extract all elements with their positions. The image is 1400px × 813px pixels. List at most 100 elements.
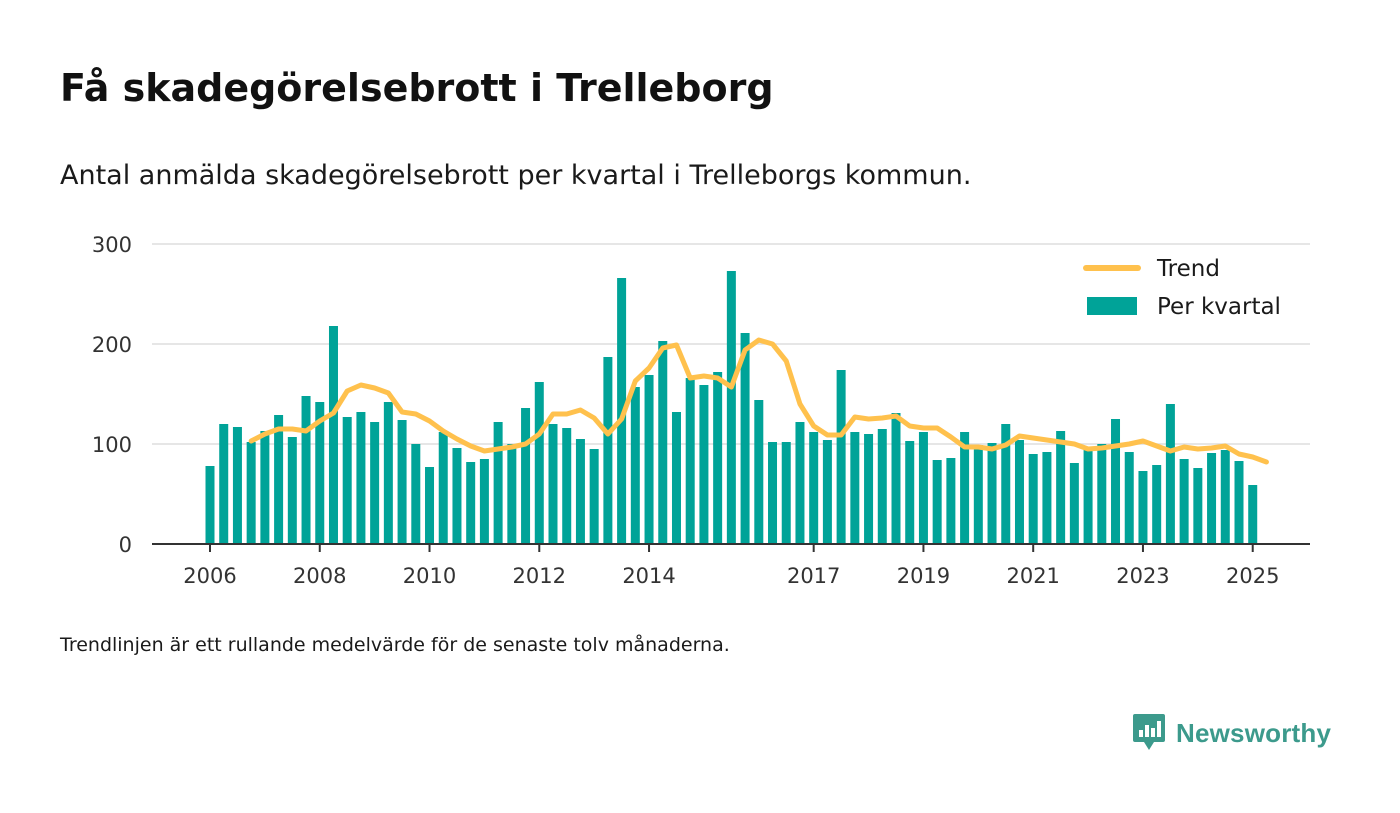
- bar: [877, 429, 887, 544]
- bar: [1179, 459, 1189, 544]
- bar: [411, 444, 421, 544]
- x-tick-label: 2010: [403, 564, 456, 588]
- legend: Trend Per kvartal: [1083, 256, 1281, 320]
- bar: [356, 412, 366, 544]
- bar: [795, 422, 805, 544]
- bar: [713, 372, 723, 544]
- y-tick-label: 0: [119, 533, 132, 557]
- bar: [891, 413, 901, 544]
- bar: [740, 333, 750, 544]
- bar: [534, 382, 544, 544]
- bar: [1165, 404, 1175, 544]
- bar: [425, 467, 435, 544]
- y-tick-label: 100: [92, 433, 132, 457]
- bar: [726, 271, 736, 544]
- bar: [658, 341, 668, 544]
- bar: [603, 357, 613, 544]
- bar: [562, 428, 572, 544]
- y-tick-label: 300: [92, 233, 132, 257]
- bar: [685, 378, 695, 544]
- legend-label-per-kvartal: Per kvartal: [1157, 294, 1281, 320]
- bar: [1220, 450, 1230, 544]
- bar: [754, 400, 764, 544]
- x-tick-label: 2012: [513, 564, 566, 588]
- bar: [973, 445, 983, 544]
- x-tick-label: 2008: [293, 564, 346, 588]
- bar: [260, 431, 270, 544]
- bar: [301, 396, 311, 544]
- x-tick-label: 2021: [1006, 564, 1059, 588]
- chart-title: Få skadegörelsebrott i Trelleborg: [60, 66, 774, 110]
- bar: [836, 370, 846, 544]
- bar: [960, 432, 970, 544]
- bar: [246, 442, 256, 544]
- footnote: Trendlinjen är ett rullande medelvärde f…: [60, 634, 730, 656]
- bar: [822, 440, 832, 544]
- bar: [1207, 453, 1217, 544]
- bar: [274, 415, 284, 544]
- bar: [617, 278, 627, 544]
- bar: [699, 385, 709, 544]
- bar: [1001, 424, 1011, 544]
- bar: [328, 326, 338, 544]
- x-tick-label: 2014: [622, 564, 675, 588]
- bar: [452, 448, 462, 544]
- brand-logo[interactable]: Newsworthy: [1132, 712, 1331, 754]
- bar: [905, 441, 915, 544]
- chart-subtitle: Antal anmälda skadegörelsebrott per kvar…: [60, 160, 972, 191]
- legend-swatch-per-kvartal: [1087, 297, 1137, 315]
- bar: [438, 432, 448, 544]
- bar: [644, 375, 654, 544]
- bar: [232, 427, 242, 544]
- bar: [589, 449, 599, 544]
- bar: [1111, 419, 1121, 544]
- bar: [1056, 431, 1066, 544]
- bar: [1083, 448, 1093, 544]
- bar: [521, 408, 531, 544]
- bar: [630, 387, 640, 544]
- bar: [383, 402, 393, 544]
- bar: [1069, 463, 1079, 544]
- bar: [932, 460, 942, 544]
- x-tick-label: 2019: [897, 564, 950, 588]
- bar: [864, 434, 874, 544]
- bar: [946, 458, 956, 544]
- y-tick-label: 200: [92, 333, 132, 357]
- trend-line: [248, 337, 1269, 465]
- bar: [370, 422, 380, 544]
- bar: [466, 462, 476, 544]
- bar: [1028, 454, 1038, 544]
- newsworthy-chart-bubble-icon: [1133, 714, 1165, 750]
- bar: [1097, 444, 1107, 544]
- bar: [768, 442, 778, 544]
- x-tick-label: 2023: [1116, 564, 1169, 588]
- bar: [1248, 485, 1258, 544]
- bar: [918, 432, 928, 544]
- bar: [315, 402, 325, 544]
- bar: [287, 437, 297, 544]
- bar: [493, 422, 503, 544]
- bar: [507, 444, 517, 544]
- bar: [671, 412, 681, 544]
- trend-series: [248, 337, 1269, 465]
- bar: [1014, 440, 1024, 544]
- bar: [987, 443, 997, 544]
- bar: [342, 417, 352, 544]
- bar: [1042, 452, 1052, 544]
- bar: [219, 424, 229, 544]
- bar-series: [205, 271, 1258, 544]
- axes: 0 100 200 300 2006 2008 2010 2012 2014 2017 2019 20…: [92, 233, 1310, 588]
- x-tick-label: 2025: [1226, 564, 1279, 588]
- bar: [575, 439, 585, 544]
- bar: [1138, 471, 1148, 544]
- bar: [809, 432, 819, 544]
- bar: [1152, 465, 1162, 544]
- x-tick-label: 2017: [787, 564, 840, 588]
- x-tick-label: 2006: [183, 564, 236, 588]
- bar: [1234, 461, 1244, 544]
- bar: [781, 442, 791, 544]
- brand-name: Newsworthy: [1176, 717, 1332, 748]
- bar: [1193, 468, 1203, 544]
